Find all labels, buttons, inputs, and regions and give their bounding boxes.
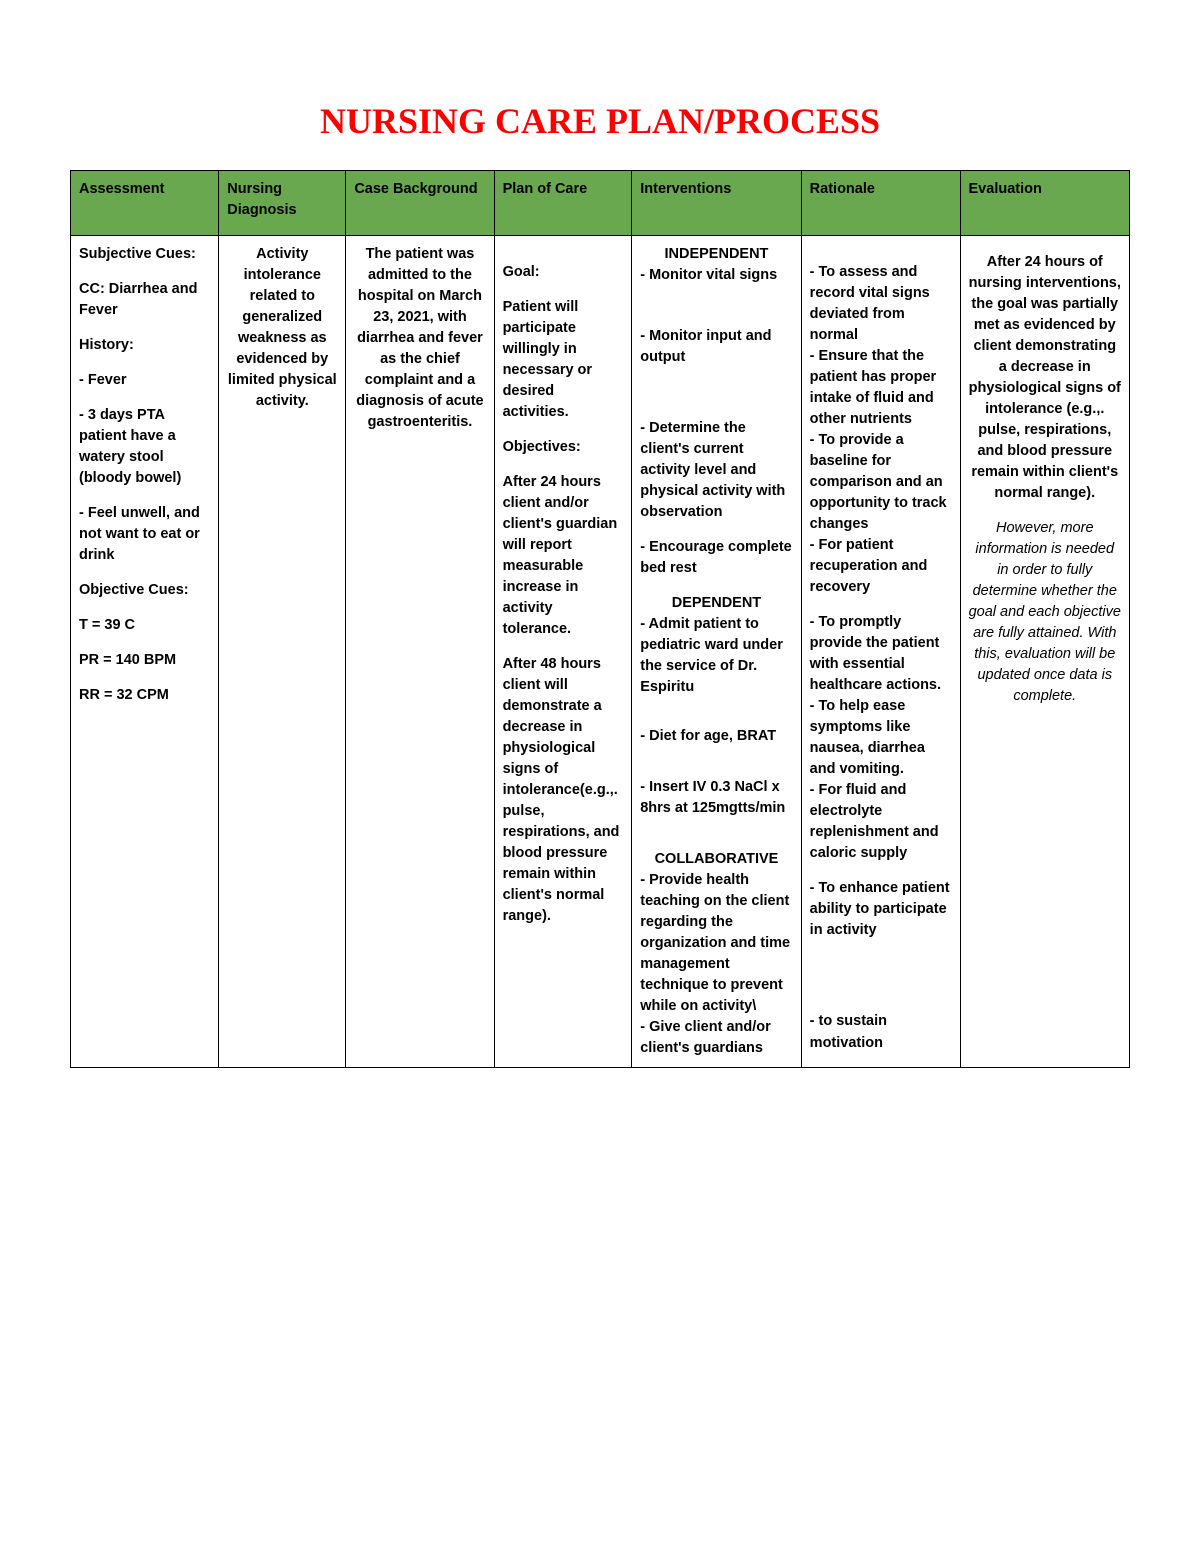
collaborative-label: COLLABORATIVE — [640, 849, 792, 870]
rationale-item: - To enhance patient ability to particip… — [810, 878, 952, 941]
care-plan-table: Assessment Nursing Diagnosis Case Backgr… — [70, 170, 1130, 1068]
case-background-text: The patient was admitted to the hospital… — [356, 246, 483, 430]
objective-item: T = 39 C — [79, 615, 210, 636]
table-head: Assessment Nursing Diagnosis Case Backgr… — [71, 171, 1130, 236]
cell-assessment: Subjective Cues: CC: Diarrhea and Fever … — [71, 236, 219, 1068]
table-body: Subjective Cues: CC: Diarrhea and Fever … — [71, 236, 1130, 1068]
intervention-item: - Provide health teaching on the client … — [640, 870, 792, 1017]
cell-evaluation: After 24 hours of nursing interventions,… — [960, 236, 1129, 1068]
evaluation-note: However, more information is needed in o… — [969, 518, 1121, 707]
rationale-item: - To provide a baseline for comparison a… — [810, 430, 952, 535]
history-item: - Fever — [79, 370, 210, 391]
intervention-item: - Monitor input and output — [640, 326, 792, 368]
goal-text: Patient will participate willingly in ne… — [503, 297, 624, 423]
history-item: - 3 days PTA patient have a watery stool… — [79, 405, 210, 489]
col-header-evaluation: Evaluation — [960, 171, 1129, 236]
objective-item: PR = 140 BPM — [79, 650, 210, 671]
intervention-item: - Give client and/or client's guardians — [640, 1017, 792, 1059]
independent-label: INDEPENDENT — [640, 244, 792, 265]
intervention-item: - Admit patient to pediatric ward under … — [640, 614, 792, 698]
page: NURSING CARE PLAN/PROCESS Assessment Nur… — [0, 0, 1200, 1108]
intervention-item: - Monitor vital signs — [640, 265, 792, 286]
col-header-diagnosis: Nursing Diagnosis — [219, 171, 346, 236]
intervention-item: - Determine the client's current activit… — [640, 418, 792, 523]
objective-48h: After 48 hours client will demonstrate a… — [503, 654, 624, 927]
chief-complaint: CC: Diarrhea and Fever — [79, 279, 210, 321]
rationale-item: - To assess and record vital signs devia… — [810, 262, 952, 346]
col-header-interventions: Interventions — [632, 171, 801, 236]
cell-plan: Goal: Patient will participate willingly… — [494, 236, 632, 1068]
cell-interventions: INDEPENDENT - Monitor vital signs - Moni… — [632, 236, 801, 1068]
evaluation-main: After 24 hours of nursing interventions,… — [969, 252, 1121, 504]
rationale-item: - To help ease symptoms like nausea, dia… — [810, 696, 952, 780]
col-header-rationale: Rationale — [801, 171, 960, 236]
history-item: - Feel unwell, and not want to eat or dr… — [79, 503, 210, 566]
subjective-cues-label: Subjective Cues: — [79, 244, 210, 265]
rationale-item: - To promptly provide the patient with e… — [810, 612, 952, 696]
rationale-item: - to sustain motivation — [810, 1011, 952, 1053]
page-title: NURSING CARE PLAN/PROCESS — [70, 100, 1130, 142]
col-header-case: Case Background — [346, 171, 494, 236]
rationale-item: - For fluid and electrolyte replenishmen… — [810, 780, 952, 864]
cell-case-background: The patient was admitted to the hospital… — [346, 236, 494, 1068]
objectives-label: Objectives: — [503, 437, 624, 458]
dependent-label: DEPENDENT — [640, 593, 792, 614]
col-header-assessment: Assessment — [71, 171, 219, 236]
objective-cues-label: Objective Cues: — [79, 580, 210, 601]
intervention-item: - Encourage complete bed rest — [640, 537, 792, 579]
col-header-plan: Plan of Care — [494, 171, 632, 236]
intervention-item: - Insert IV 0.3 NaCl x 8hrs at 125mgtts/… — [640, 777, 792, 819]
table-row: Subjective Cues: CC: Diarrhea and Fever … — [71, 236, 1130, 1068]
objective-24h: After 24 hours client and/or client's gu… — [503, 472, 624, 640]
objective-item: RR = 32 CPM — [79, 685, 210, 706]
header-row: Assessment Nursing Diagnosis Case Backgr… — [71, 171, 1130, 236]
rationale-item: - Ensure that the patient has proper int… — [810, 346, 952, 430]
goal-label: Goal: — [503, 262, 624, 283]
diagnosis-text: Activity intolerance related to generali… — [228, 246, 337, 409]
rationale-item: - For patient recuperation and recovery — [810, 535, 952, 598]
history-label: History: — [79, 335, 210, 356]
intervention-item: - Diet for age, BRAT — [640, 726, 792, 747]
cell-diagnosis: Activity intolerance related to generali… — [219, 236, 346, 1068]
cell-rationale: - To assess and record vital signs devia… — [801, 236, 960, 1068]
